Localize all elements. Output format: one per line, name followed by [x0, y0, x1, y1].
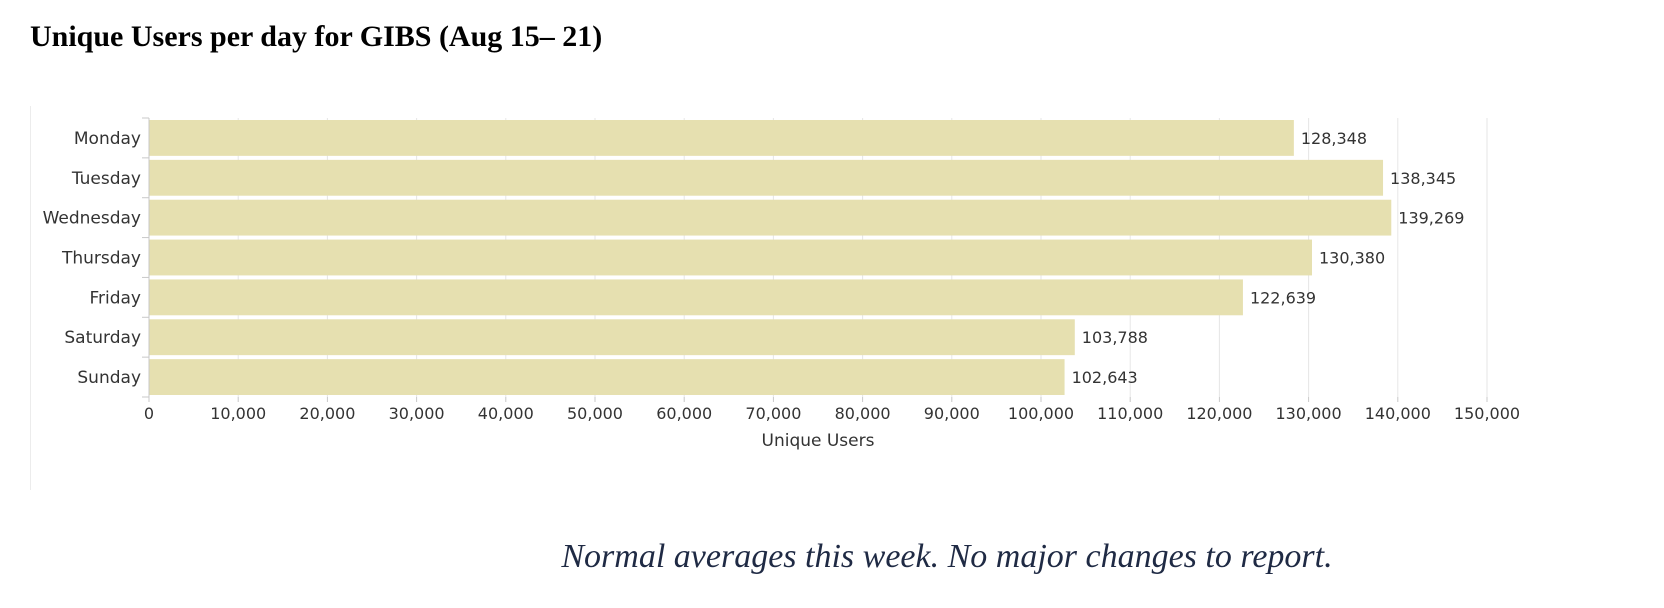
x-tick-label: 120,000: [1186, 404, 1252, 423]
bar-wednesday: [149, 199, 1392, 236]
bar-saturday: [149, 319, 1075, 356]
category-label: Monday: [74, 129, 141, 149]
caption: Normal averages this week. No major chan…: [561, 538, 1333, 575]
bar-thursday: [149, 239, 1312, 276]
data-label: 139,269: [1398, 209, 1464, 228]
page-title: Unique Users per day for GIBS (Aug 15– 2…: [30, 20, 603, 53]
bar-monday: [149, 120, 1294, 156]
category-label: Tuesday: [71, 169, 141, 189]
x-tick-label: 50,000: [567, 404, 623, 423]
x-tick-label: 110,000: [1097, 404, 1163, 423]
data-label: 130,380: [1319, 249, 1385, 268]
data-label: 102,643: [1072, 368, 1138, 387]
category-label: Saturday: [64, 328, 141, 348]
x-tick-label: 0: [144, 404, 154, 423]
x-tick-label: 130,000: [1276, 404, 1342, 423]
bar-sunday: [149, 359, 1065, 395]
bar-tuesday: [149, 159, 1384, 196]
chart-panel: 0 10,000 20,000 30,000 40,000 50,000 60,000 70,…: [30, 106, 1591, 490]
x-tick-label: 30,000: [389, 404, 445, 423]
data-label: 138,345: [1390, 169, 1456, 188]
bars: [149, 120, 1392, 395]
data-label: 128,348: [1301, 129, 1367, 148]
x-tick-label: 60,000: [656, 404, 712, 423]
x-tick-label: 10,000: [210, 404, 266, 423]
labels: Monday 128,348 Tuesday 138,345 Wednesday 139,…: [43, 129, 1465, 388]
x-tick-label: 80,000: [835, 404, 891, 423]
x-tick-label: 70,000: [745, 404, 801, 423]
x-tick-label: 20,000: [299, 404, 355, 423]
x-tick-label: 40,000: [478, 404, 534, 423]
category-label: Friday: [89, 288, 141, 308]
category-label: Wednesday: [43, 209, 141, 229]
x-axis-title: Unique Users: [762, 431, 875, 451]
x-tick-label: 90,000: [924, 404, 980, 423]
x-tick-label: 140,000: [1365, 404, 1431, 423]
bar-friday: [149, 279, 1243, 316]
axes: 0 10,000 20,000 30,000 40,000 50,000 60,000 70,…: [142, 117, 1520, 423]
x-tick-label: 100,000: [1008, 404, 1074, 423]
x-tick-label: 150,000: [1454, 404, 1520, 423]
category-label: Thursday: [61, 249, 141, 269]
bar-chart: 0 10,000 20,000 30,000 40,000 50,000 60,000 70,…: [43, 117, 1520, 451]
category-label: Sunday: [77, 368, 141, 388]
data-label: 122,639: [1250, 288, 1316, 307]
data-label: 103,788: [1082, 328, 1148, 347]
